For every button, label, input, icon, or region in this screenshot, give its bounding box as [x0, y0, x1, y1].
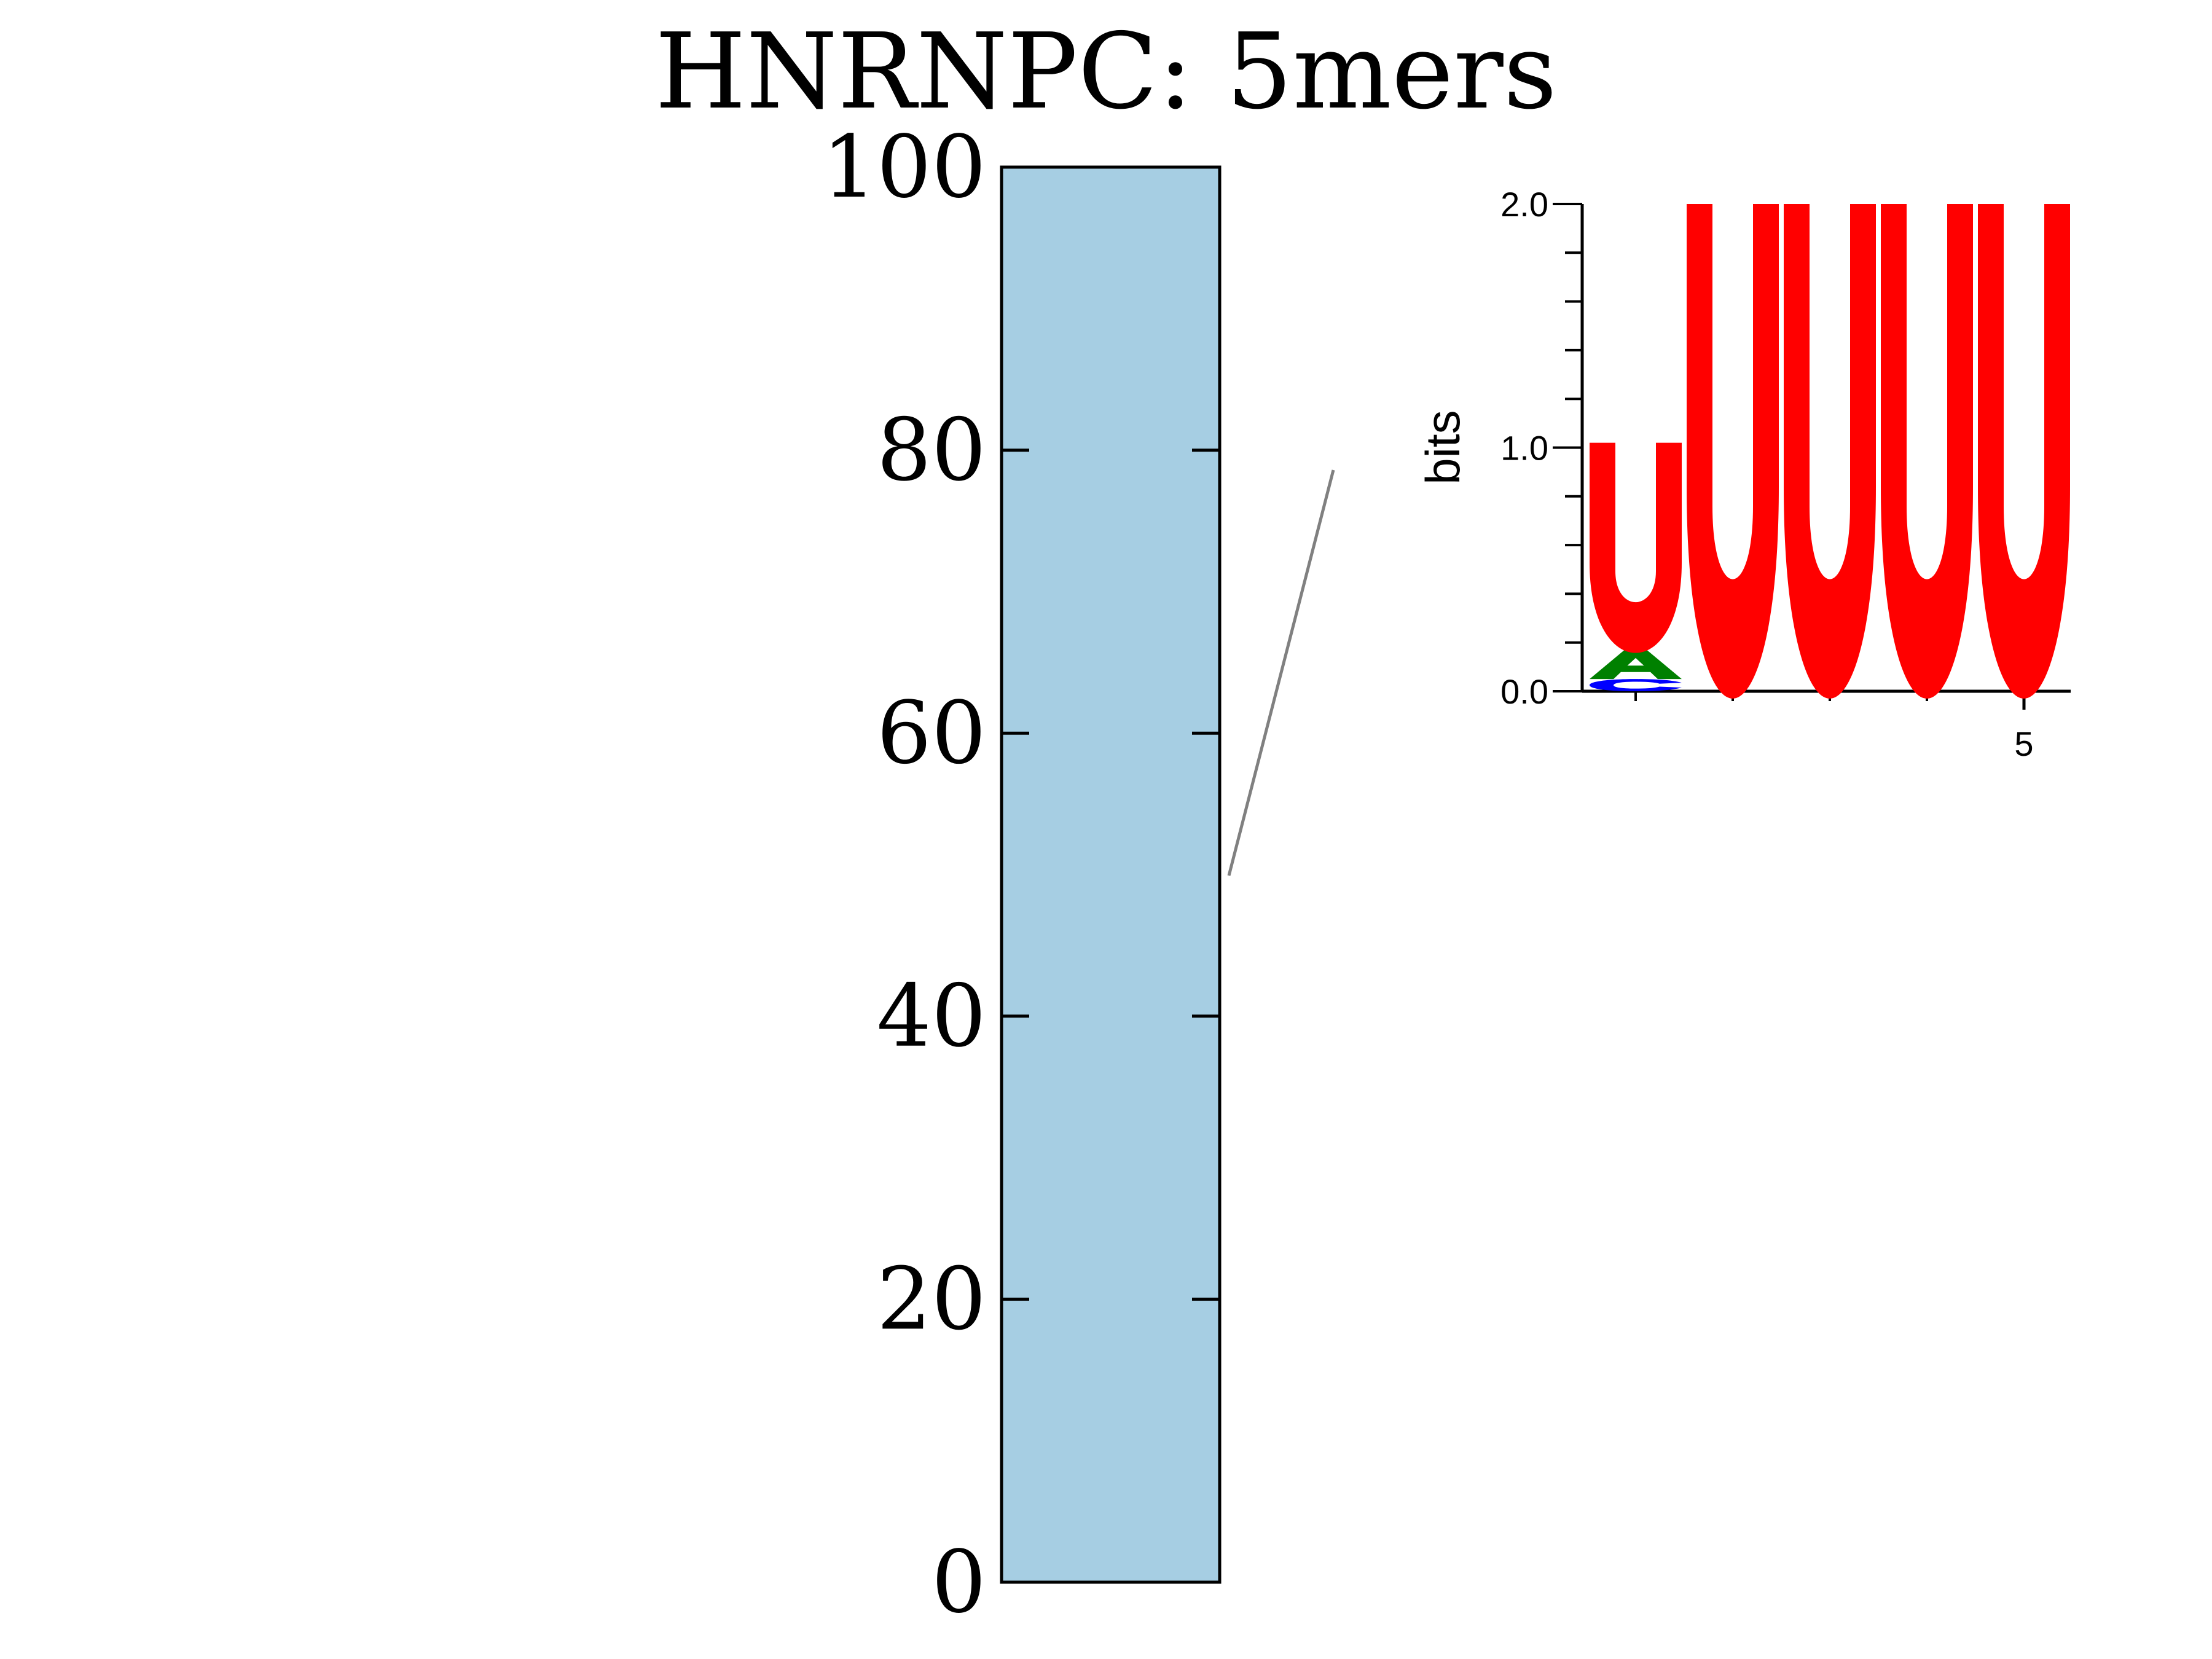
plot-frame	[1000, 165, 1222, 1584]
logo-x-tick-label: 5	[2014, 724, 2033, 763]
logo-y-axis-label: bits	[1416, 410, 1470, 484]
logo-y-tick-label: 0.0	[1500, 672, 1548, 711]
y-tick-label: 60	[877, 683, 986, 783]
logo-y-tick-label: 2.0	[1500, 185, 1548, 224]
logo-letter-u-pos4	[1881, 204, 1973, 699]
y-tick-label: 20	[877, 1249, 986, 1349]
bar-0	[1002, 167, 1220, 1582]
logo-letter-u-pos1	[1590, 442, 1682, 653]
logo-letter-u-pos3	[1784, 204, 1876, 699]
y-tick-label: 40	[877, 967, 986, 1067]
bar-chart: 0 20 40 60 80 100	[822, 117, 1222, 1633]
zoom-connector-line	[1227, 469, 1335, 876]
y-tick-label: 100	[822, 117, 986, 218]
logo-letter-c-pos1	[1590, 679, 1682, 691]
y-tick-label: 0	[931, 1532, 986, 1633]
logo-y-tick-label: 1.0	[1500, 429, 1548, 468]
sequence-logo: 0.0 1.0 2.0 bits 5	[1416, 185, 2071, 763]
y-tick-label: 80	[877, 401, 986, 501]
logo-letter-u-pos5	[1978, 204, 2070, 699]
chart-title: HNRNPC: 5mers	[655, 11, 1557, 133]
logo-letter-a-pos1	[1590, 649, 1682, 680]
logo-letter-u-pos2	[1687, 204, 1779, 699]
